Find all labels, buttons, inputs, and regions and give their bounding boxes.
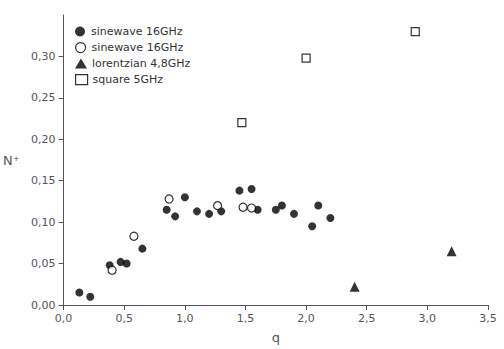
svg-text:1,0: 1,0 xyxy=(176,312,194,325)
svg-text:0,5: 0,5 xyxy=(115,312,133,325)
svg-text:0,00: 0,00 xyxy=(31,299,56,312)
svg-text:0,15: 0,15 xyxy=(31,174,56,187)
svg-text:square 5GHz: square 5GHz xyxy=(93,73,164,86)
svg-text:0,10: 0,10 xyxy=(31,216,56,229)
svg-text:lorentzian 4,8GHz: lorentzian 4,8GHz xyxy=(92,57,190,70)
svg-text:0,20: 0,20 xyxy=(31,133,56,146)
svg-text:2,5: 2,5 xyxy=(358,312,376,325)
svg-text:3,0: 3,0 xyxy=(419,312,437,325)
svg-text:2,0: 2,0 xyxy=(297,312,315,325)
svg-text:q: q xyxy=(272,330,280,345)
svg-text:0,30: 0,30 xyxy=(31,50,56,63)
svg-text:0,25: 0,25 xyxy=(31,91,56,104)
svg-text:sinewave 16GHz: sinewave 16GHz xyxy=(91,25,183,38)
svg-text:3,5: 3,5 xyxy=(479,312,497,325)
svg-text:sinewave 16GHz: sinewave 16GHz xyxy=(92,41,184,54)
svg-text:1,5: 1,5 xyxy=(237,312,255,325)
svg-text:0,0: 0,0 xyxy=(55,312,72,325)
svg-text:0,05: 0,05 xyxy=(31,257,56,270)
svg-text:N⁺: N⁺ xyxy=(3,153,20,168)
